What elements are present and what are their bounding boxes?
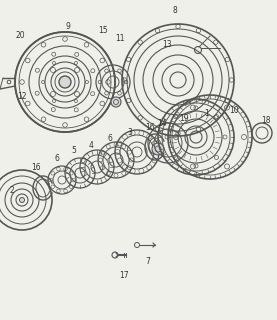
Text: 2: 2 (10, 186, 14, 195)
Text: 6: 6 (55, 154, 60, 163)
Circle shape (19, 197, 24, 203)
Circle shape (111, 97, 121, 107)
Circle shape (152, 143, 164, 155)
Text: 3: 3 (128, 127, 132, 137)
Text: 10: 10 (229, 106, 239, 115)
Circle shape (15, 32, 115, 132)
Text: 18: 18 (261, 116, 271, 124)
Text: 8: 8 (173, 5, 177, 14)
Text: 16: 16 (145, 123, 155, 132)
Text: 1: 1 (205, 108, 209, 117)
Circle shape (59, 76, 71, 88)
Text: 11: 11 (115, 34, 125, 43)
Text: 9: 9 (66, 21, 70, 30)
Text: 17: 17 (119, 270, 129, 279)
Text: 12: 12 (17, 92, 27, 100)
Text: 13: 13 (162, 39, 172, 49)
Text: 14: 14 (157, 118, 167, 127)
Text: 5: 5 (71, 146, 76, 155)
Text: 16: 16 (31, 163, 41, 172)
Text: 7: 7 (145, 258, 150, 267)
Text: 4: 4 (89, 140, 93, 149)
Text: 6: 6 (107, 133, 112, 142)
Text: 19: 19 (179, 114, 189, 123)
Text: 20: 20 (15, 30, 25, 39)
Text: 15: 15 (98, 26, 108, 35)
